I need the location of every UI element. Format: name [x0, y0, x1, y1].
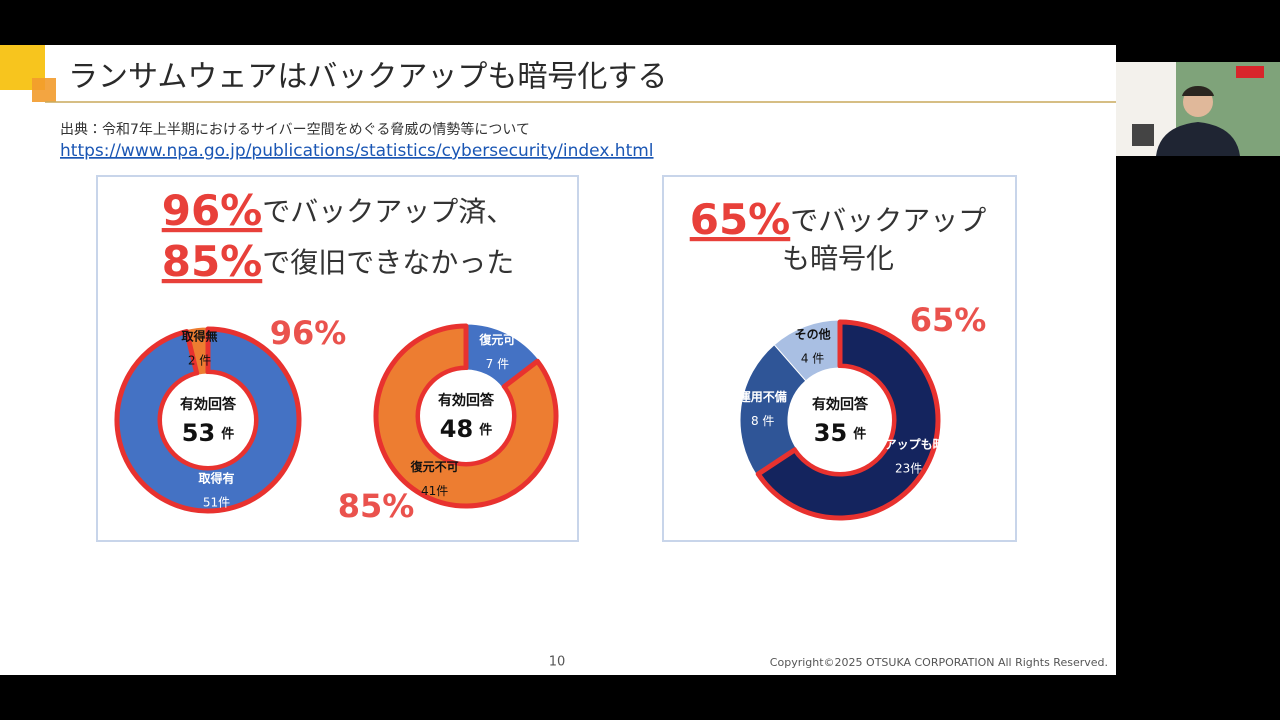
segment-value-label: 7 件: [486, 357, 509, 371]
center-total: 48 件: [440, 415, 492, 443]
segment-label: 取得無: [182, 329, 218, 344]
segment-value-label: 8 件: [751, 414, 774, 428]
segment-outline: [373, 323, 559, 509]
heading-highlight: 65%: [690, 195, 791, 244]
segment-label: 運用不備: [739, 389, 787, 404]
video-thumbnail: [1116, 62, 1280, 156]
segment-label: 取得有: [198, 470, 234, 485]
center-label: 有効回答: [438, 392, 495, 409]
segment-value-label: 51件: [203, 495, 230, 509]
logo-badge: [1236, 66, 1264, 78]
segment-label: その他: [795, 326, 831, 341]
segment-label: 復元不可: [410, 459, 459, 474]
total-unit: 件: [853, 426, 866, 442]
source-link[interactable]: https://www.npa.go.jp/publications/stati…: [60, 141, 654, 161]
total-number: 53: [182, 419, 215, 447]
segment-label: 復元可: [478, 332, 515, 347]
panel-heading: 96%でバックアップ済、: [162, 186, 515, 235]
qr-icon: [1132, 124, 1154, 146]
donut-hole: [162, 374, 254, 466]
segment-outline: [114, 326, 302, 514]
center-label: 有効回答: [812, 396, 869, 413]
total-unit: 件: [221, 426, 234, 442]
donut-hole: [788, 368, 892, 472]
panel-heading: も暗号化: [782, 242, 894, 275]
panel-heading: 85%で復旧できなかった: [162, 237, 515, 286]
center-total: 35 件: [814, 419, 866, 447]
heading-text: で復旧できなかった: [262, 246, 514, 279]
person-hair: [1182, 85, 1214, 96]
deco-square: [32, 78, 56, 102]
source: 出典：令和7年上半期におけるサイバー空間をめぐる脅威の情勢等について: [60, 121, 530, 138]
total-unit: 件: [479, 422, 492, 438]
segment-value-label: 4 件: [801, 351, 824, 365]
segment-value-label: 2 件: [188, 354, 211, 368]
total-number: 35: [814, 419, 847, 447]
heading-text: でバックアップ済、: [262, 195, 514, 228]
center-label: 有効回答: [180, 396, 237, 413]
panel-heading: 65%でバックアップ: [690, 195, 987, 244]
center-total: 53 件: [182, 419, 234, 447]
heading-highlight: 96%: [162, 186, 263, 235]
panel: [662, 175, 1017, 542]
total-number: 48: [440, 415, 473, 443]
annotation: 65%: [910, 301, 987, 339]
heading-highlight: 85%: [162, 237, 263, 286]
panel: [96, 175, 579, 542]
segment-value-label: 41件: [421, 484, 448, 498]
segment-outline: [755, 319, 941, 521]
slide-title: ランサムウェアはバックアップも暗号化する: [68, 60, 667, 95]
copyright: Copyright©2025 OTSUKA CORPORATION All Ri…: [770, 656, 1108, 669]
annotation: 85%: [338, 487, 415, 525]
donut-hole: [420, 370, 512, 462]
segment-value-label: 23件: [895, 461, 922, 475]
page-number: 10: [549, 655, 566, 670]
annotation: 96%: [270, 314, 347, 352]
heading-text: も暗号化: [782, 242, 894, 275]
heading-text: でバックアップ: [790, 204, 986, 237]
person-body: [1156, 122, 1240, 156]
